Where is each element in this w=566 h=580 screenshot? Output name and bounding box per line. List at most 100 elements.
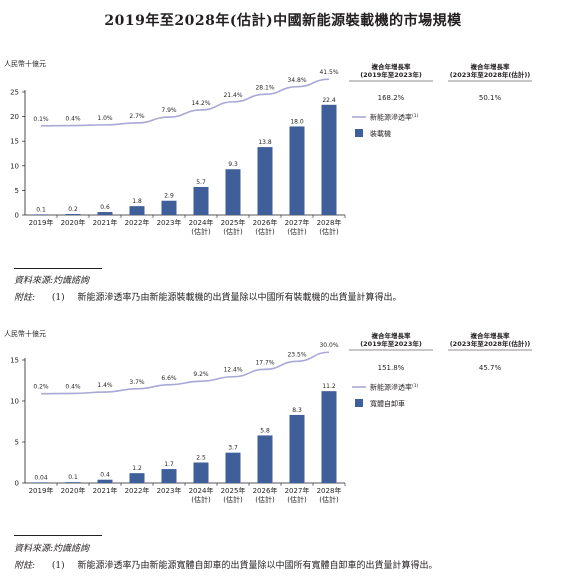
penetration-label: 0.2%: [33, 384, 49, 391]
bar: [33, 482, 49, 483]
bar-value-label: 22.4: [322, 97, 336, 104]
x-tick-label: 2027年(估計): [285, 486, 310, 504]
cagr-header: 複合年增長率(2023年至2028年(估計)): [450, 62, 531, 79]
bar-value-label: 13.8: [258, 139, 272, 146]
source-note: 資料來源:灼識諮詢: [14, 276, 90, 286]
bar: [97, 479, 113, 483]
x-tick-label: 2020年: [61, 486, 86, 495]
cagr-header: 複合年增長率(2019年至2023年): [360, 331, 422, 348]
x-tick-label: 2023年: [157, 218, 182, 227]
penetration-line: [40, 351, 330, 395]
penetration-label: 28.1%: [255, 84, 274, 91]
y-axis-unit: 人民幣十億元: [4, 330, 46, 338]
penetration-label: 2.7%: [129, 113, 145, 120]
bar-value-label: 0.4: [100, 472, 110, 479]
penetration-label: 7.9%: [161, 107, 177, 114]
x-tick-label: 2026年(估計): [253, 218, 278, 236]
x-tick-label: 2024年(估計): [189, 486, 214, 504]
x-tick-label: 2028年(估計): [317, 218, 342, 236]
x-tick-label: 2022年: [125, 486, 150, 495]
bar: [257, 435, 273, 483]
y-tick-label: 15: [10, 357, 19, 365]
penetration-label: 9.2%: [193, 371, 209, 378]
bar-value-label: 5.7: [196, 179, 206, 186]
y-tick-label: 25: [10, 89, 19, 97]
cagr-value: 168.2%: [378, 94, 405, 102]
legend-line-label: 新能源滲透率(1): [370, 113, 419, 122]
x-tick-label: 2024年(估計): [189, 218, 214, 236]
penetration-label: 14.2%: [191, 100, 210, 107]
x-tick-label: 2019年: [29, 486, 54, 495]
cagr-value: 151.8%: [378, 364, 405, 372]
page-title: 2019年至2028年(估計)中國新能源裝載機的市場規模: [104, 13, 462, 29]
bar: [321, 391, 337, 483]
bar-value-label: 2.5: [196, 455, 206, 462]
y-tick-label: 10: [10, 162, 19, 170]
bar: [193, 462, 209, 483]
bar: [161, 469, 177, 483]
bar-value-label: 8.3: [292, 407, 302, 414]
x-tick-label: 2020年: [61, 218, 86, 227]
x-tick-label: 2019年: [29, 218, 54, 227]
x-tick-label: 2023年: [157, 486, 182, 495]
bar-value-label: 0.1: [36, 206, 46, 213]
bar-value-label: 0.6: [100, 204, 110, 211]
bar: [161, 200, 177, 215]
x-tick-label: 2025年(估計): [221, 486, 246, 504]
penetration-label: 0.4%: [65, 383, 81, 390]
x-tick-label: 2021年: [93, 486, 118, 495]
bar: [129, 206, 145, 215]
y-tick-label: 0: [15, 480, 19, 488]
footnote-label: 附註:: [14, 293, 36, 303]
legend-bar-label: 裝載機: [370, 129, 391, 138]
cagr-header: 複合年增長率(2023年至2028年(估計)): [450, 331, 531, 348]
y-tick-label: 0: [15, 212, 19, 220]
legend-bar-swatch: [355, 399, 363, 407]
penetration-label: 30.0%: [319, 342, 338, 349]
footnote: 附註: (1) 新能源滲透率乃由新能源裝載機的出貨量除以中國所有裝載機的出貨量計…: [14, 290, 402, 303]
bar: [129, 473, 145, 483]
bar: [225, 452, 241, 483]
y-tick-label: 10: [10, 398, 19, 406]
penetration-label: 6.6%: [161, 375, 177, 382]
penetration-label: 12.4%: [223, 367, 242, 374]
penetration-label: 3.7%: [129, 379, 145, 386]
y-tick-label: 5: [15, 187, 19, 195]
legend-bar-swatch: [355, 129, 363, 137]
penetration-label: 17.7%: [255, 359, 274, 366]
penetration-label: 0.1%: [33, 116, 49, 123]
penetration-label: 0.4%: [65, 116, 81, 123]
bar-value-label: 2.9: [164, 193, 174, 200]
penetration-line: [40, 78, 330, 127]
cagr-value: 45.7%: [479, 364, 502, 372]
penetration-label: 1.0%: [97, 115, 113, 122]
penetration-label: 21.4%: [223, 92, 242, 99]
bar: [225, 169, 241, 215]
bar-value-label: 5.8: [260, 427, 270, 434]
bar: [289, 414, 305, 483]
footnote: 附註: (1) 新能源滲透率乃由新能源寬體自卸車的出貨量除以中國所有寬體自卸車的…: [14, 558, 438, 571]
legend-bar-label: 寬體自卸車: [370, 399, 405, 408]
bar-value-label: 9.3: [228, 161, 238, 168]
y-tick-label: 15: [10, 138, 19, 146]
y-axis-unit: 人民幣十億元: [4, 59, 46, 68]
footnote-text: 新能源滲透率乃由新能源裝載機的出貨量除以中國所有裝載機的出貨量計算得出。: [77, 293, 402, 303]
bar: [289, 126, 305, 215]
x-tick-label: 2021年: [93, 218, 118, 227]
footnote-number: (1): [51, 561, 65, 571]
legend-line-label: 新能源滲透率(1): [370, 383, 419, 392]
bar: [97, 212, 113, 215]
x-tick-label: 2022年: [125, 218, 150, 227]
penetration-label: 41.5%: [319, 69, 338, 76]
bar: [65, 214, 81, 215]
penetration-label: 1.4%: [97, 382, 113, 389]
bar: [65, 482, 81, 483]
bar-value-label: 0.04: [34, 474, 48, 481]
chart-loader-market: 人民幣十億元 0 5 10 15 20 25 0.1 2019年 0.2 2020年 0.6 2021年…: [4, 59, 532, 236]
footnote-text: 新能源滲透率乃由新能源寬體自卸車的出貨量除以中國所有寬體自卸車的出貨量計算得出。: [77, 561, 438, 571]
footnote-label: 附註:: [14, 561, 36, 571]
x-tick-label: 2025年(估計): [221, 218, 246, 236]
bar-value-label: 1.8: [132, 198, 142, 205]
x-tick-label: 2027年(估計): [285, 218, 310, 236]
y-tick-label: 5: [15, 439, 19, 447]
